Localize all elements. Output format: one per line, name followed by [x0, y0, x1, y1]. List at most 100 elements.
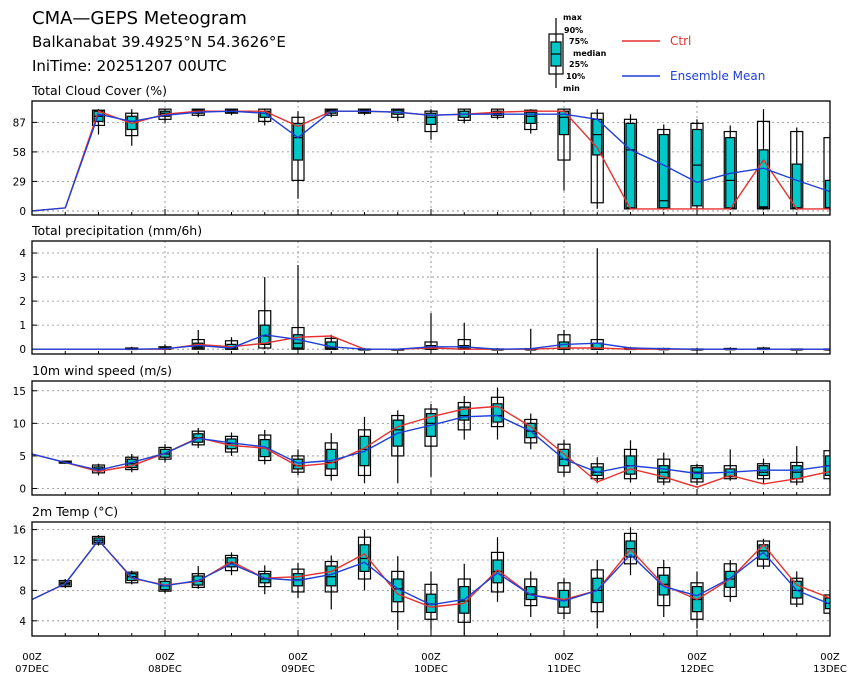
chart-title: CMA—GEPS Meteogram: [32, 8, 247, 29]
box-wind-12: [424, 403, 438, 477]
legend-p10-label: 10%: [566, 72, 585, 81]
xtick-time-0: 00Z: [22, 652, 42, 663]
box-outer-temp-20: [690, 582, 704, 620]
box-cloud-11: [391, 108, 405, 122]
box-temp-17: [590, 560, 604, 629]
box-inner-cloud-24: [824, 179, 830, 209]
box-wind-9: [324, 433, 338, 481]
ytick-label-wind-2: 10: [13, 418, 26, 430]
box-outer-cloud-8: [291, 116, 305, 181]
box-inner-wind-14: [492, 403, 503, 423]
box-wind-14: [490, 387, 505, 440]
panel-title-wind: 10m wind speed (m/s): [32, 363, 172, 378]
box-outer-temp-15: [524, 578, 538, 607]
box-outer-wind-4: [158, 446, 172, 460]
box-outer-cloud-7: [258, 108, 272, 122]
box-outer-temp-3: [125, 571, 139, 584]
box-outer-temp-17: [590, 569, 604, 613]
ytick-label-temp-1: 8: [19, 585, 26, 597]
ytick-label-precip-2: 2: [19, 296, 26, 308]
xtick-time-1: 00Z: [155, 652, 175, 663]
box-temp-5: [191, 566, 205, 589]
box-outer-temp-1: [58, 579, 72, 588]
box-outer-cloud-22: [756, 120, 771, 210]
box-outer-temp-19: [657, 566, 671, 607]
xtick-date-1: 08DEC: [148, 664, 182, 675]
box-inner-temp-15: [525, 585, 536, 601]
xtick-time-4: 00Z: [554, 652, 574, 663]
mean-line-temp: [32, 539, 830, 606]
box-temp-12: [424, 571, 438, 630]
ytick-label-wind-0: 0: [19, 483, 26, 495]
ytick-label-cloud-0: 0: [19, 206, 26, 218]
box-outer-temp-14: [490, 551, 505, 593]
ytick-label-precip-0: 0: [19, 344, 26, 356]
box-inner-precip-8: [292, 334, 304, 349]
box-temp-7: [258, 565, 272, 595]
xtick-time-5: 00Z: [687, 652, 707, 663]
box-temp-19: [657, 560, 671, 617]
ytick-label-precip-4: 4: [19, 248, 26, 260]
box-outer-temp-9: [324, 560, 338, 593]
box-outer-wind-23: [790, 461, 804, 483]
legend-mean-label: Ensemble Mean: [670, 69, 765, 83]
box-outer-temp-23: [790, 577, 804, 605]
xtick-time-2: 00Z: [288, 652, 308, 663]
xtick-time-3: 00Z: [421, 652, 441, 663]
box-precip-12: [424, 313, 438, 350]
box-cloud-15: [524, 109, 538, 134]
panel-title-temp: 2m Temp (°C): [32, 504, 118, 519]
box-inner-wind-13: [459, 406, 470, 421]
box-outer-temp-6: [224, 554, 239, 572]
ytick-label-temp-0: 4: [19, 616, 26, 628]
box-wind-22: [756, 458, 771, 484]
box-cloud-3: [125, 109, 139, 146]
box-outer-temp-10: [357, 536, 372, 580]
box-cloud-16: [557, 108, 571, 191]
xtick-time-6: 00Z: [820, 652, 840, 663]
legend-outer-box: [548, 33, 564, 75]
panel-body-cloud: [32, 108, 830, 212]
box-outer-precip-7: [258, 310, 272, 349]
panel-title-precip: Total precipitation (mm/6h): [31, 223, 202, 238]
box-outer-cloud-16: [557, 108, 571, 161]
legend-p90-label: 90%: [564, 26, 583, 35]
init-time-label: IniTime: 20251207 00UTC: [32, 57, 227, 75]
panel-frame-precip: [31, 240, 831, 355]
box-outer-temp-21: [723, 563, 737, 598]
box-outer-wind-12: [424, 408, 438, 447]
ytick-label-cloud-3: 87: [13, 117, 26, 129]
box-temp-9: [324, 555, 338, 610]
panel-body-precip: [32, 248, 830, 351]
panel-body-wind: [32, 387, 830, 488]
box-inner-cloud-17: [592, 118, 603, 156]
box-wind-18: [623, 440, 638, 483]
box-inner-temp-9: [326, 565, 337, 587]
box-cloud-23: [790, 127, 804, 210]
box-outer-wind-8: [291, 455, 305, 473]
panel-precip: Total precipitation (mm/6h) 0 1 2 3 4: [19, 223, 831, 356]
box-precip-16: [557, 329, 571, 350]
box-outer-wind-5: [191, 430, 205, 446]
box-outer-temp-24: [823, 594, 830, 614]
location-label: Balkanabat 39.4925°N 54.3626°E: [32, 33, 286, 51]
box-inner-cloud-18: [625, 122, 636, 209]
box-cloud-10: [357, 108, 372, 116]
box-outer-wind-19: [657, 458, 671, 483]
box-cloud-8: [291, 111, 305, 199]
box-inner-cloud-15: [525, 111, 536, 124]
box-cloud-20: [690, 119, 704, 210]
box-inner-cloud-22: [758, 149, 769, 209]
x-axis: 00Z07DEC00Z08DEC00Z09DEC00Z10DEC00Z11DEC…: [15, 652, 847, 675]
ytick-label-cloud-1: 29: [13, 176, 26, 188]
mean-line-cloud: [32, 110, 830, 212]
legend-median-label: median: [573, 49, 607, 58]
box-outer-wind-18: [623, 448, 638, 480]
box-outer-cloud-9: [324, 108, 338, 116]
ytick-label-temp-2: 12: [13, 555, 26, 567]
box-outer-temp-18: [623, 532, 638, 565]
box-cloud-21: [723, 125, 737, 210]
box-temp-10: [357, 529, 372, 591]
